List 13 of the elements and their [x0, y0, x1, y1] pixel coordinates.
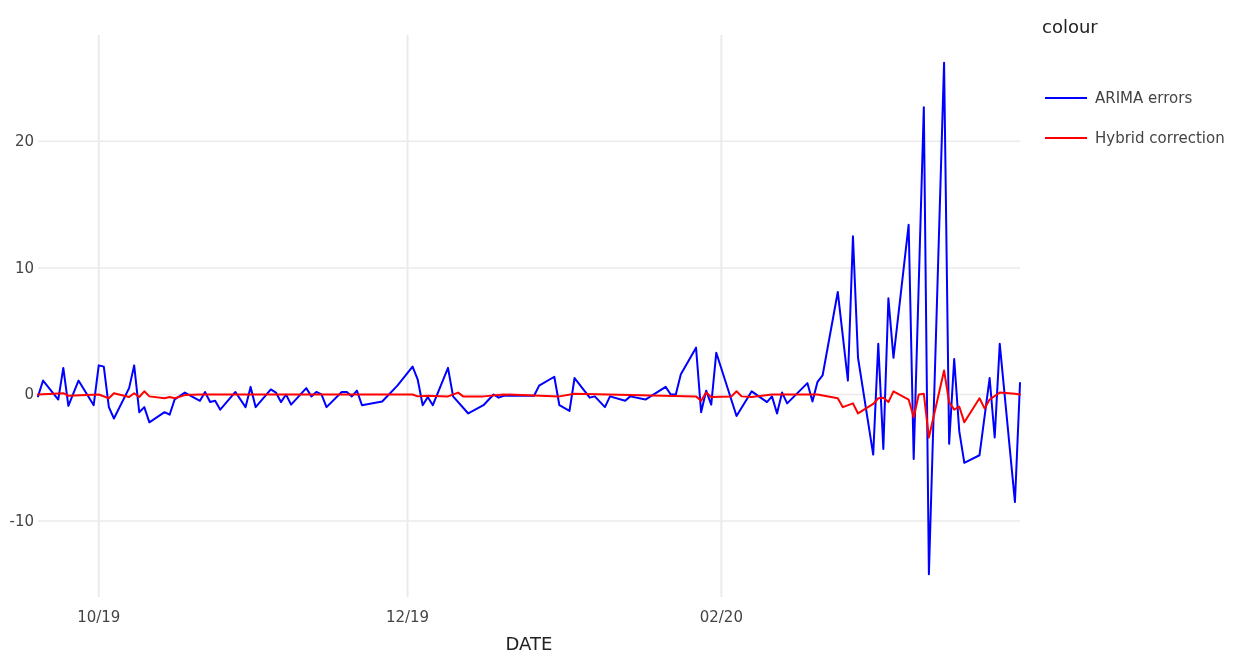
line-series	[37, 61, 1021, 576]
y-tick-label: 20	[14, 132, 34, 151]
y-tick-label: 0	[24, 385, 34, 404]
legend-label: ARIMA errors	[1095, 89, 1193, 107]
x-tick-label: 12/19	[385, 608, 430, 626]
y-tick-label: 10	[14, 258, 34, 277]
line-series	[37, 369, 1021, 439]
legend-title: colour	[1042, 16, 1099, 37]
x-tick-label: 02/20	[699, 608, 743, 626]
y-tick-label: -10	[9, 512, 34, 531]
legend-label: Hybrid correction	[1095, 129, 1225, 147]
x-axis-title: DATE	[505, 633, 553, 654]
x-tick-label: 10/19	[77, 608, 121, 626]
